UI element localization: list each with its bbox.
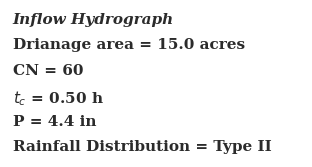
Text: Rainfall Distribution = Type II: Rainfall Distribution = Type II: [13, 140, 271, 154]
Text: Drianage area = 15.0 acres: Drianage area = 15.0 acres: [13, 38, 245, 52]
Text: $t_c$ = 0.50 h: $t_c$ = 0.50 h: [13, 89, 104, 108]
Text: P = 4.4 in: P = 4.4 in: [13, 115, 96, 129]
Text: Inflow Hydrograph: Inflow Hydrograph: [13, 13, 174, 27]
Text: CN = 60: CN = 60: [13, 64, 83, 78]
